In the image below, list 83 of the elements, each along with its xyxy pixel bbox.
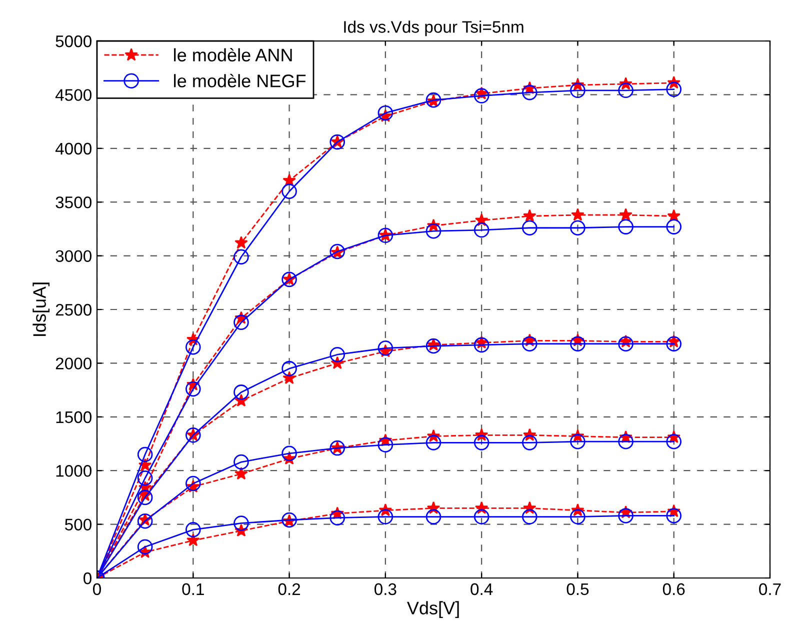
point	[522, 220, 538, 236]
point	[571, 208, 584, 221]
point	[234, 466, 248, 480]
point	[522, 435, 538, 450]
point	[666, 82, 682, 97]
point	[378, 509, 394, 524]
y-axis-title: Ids[uA]	[32, 282, 50, 336]
point	[186, 476, 201, 492]
point	[186, 381, 201, 397]
y-tick-label: 2500	[56, 304, 92, 316]
x-tick-label: 0.1	[182, 583, 204, 596]
point	[378, 340, 394, 356]
point	[234, 249, 249, 265]
y-tick-label: 1500	[56, 411, 92, 424]
point	[330, 510, 345, 526]
point	[522, 84, 538, 100]
point	[474, 222, 490, 238]
point	[234, 236, 248, 249]
point	[234, 516, 249, 531]
x-tick-label: 0.4	[470, 583, 493, 596]
point	[474, 509, 490, 524]
point	[618, 219, 634, 234]
point	[426, 509, 442, 524]
point	[282, 446, 297, 462]
point	[523, 209, 536, 222]
point	[282, 371, 296, 384]
point	[378, 105, 394, 121]
point	[137, 539, 153, 554]
point	[474, 435, 490, 450]
chart-title: Ids vs.Vds pour Tsi=5nm	[344, 20, 524, 36]
x-tick-label: 0.6	[662, 583, 685, 596]
point	[474, 88, 490, 104]
point	[234, 384, 249, 400]
point	[666, 434, 682, 450]
point	[618, 82, 634, 98]
point	[570, 82, 586, 98]
x-tick-label: 0.7	[759, 583, 781, 596]
x-tick-label: 0.3	[374, 583, 396, 596]
y-tick-label: 4000	[55, 142, 92, 155]
point	[618, 508, 634, 524]
y-tick-label: 1000	[56, 465, 92, 477]
point	[426, 435, 442, 450]
point	[186, 522, 201, 538]
point	[137, 446, 153, 462]
point	[234, 314, 249, 330]
point	[618, 336, 634, 352]
point	[666, 508, 682, 524]
point	[137, 513, 153, 529]
y-tick-label: 3500	[56, 196, 92, 208]
point	[570, 509, 586, 524]
legend-label: le modèle ANN	[174, 48, 292, 62]
point	[570, 336, 586, 352]
y-tick-label: 0	[84, 572, 92, 584]
x-axis-title: Vds[V]	[406, 601, 459, 618]
point	[282, 184, 297, 199]
point	[426, 223, 442, 239]
point	[522, 509, 538, 524]
y-tick-label: 3000	[56, 250, 92, 262]
y-tick-label: 500	[65, 518, 92, 531]
point	[282, 360, 297, 376]
point	[426, 338, 442, 354]
point	[186, 533, 200, 546]
point	[570, 434, 586, 450]
x-tick-label: 0.2	[278, 583, 300, 596]
point	[186, 339, 201, 355]
point	[234, 454, 249, 470]
legend-label: le modèle NEGF	[174, 74, 306, 88]
x-tick-label: 0	[93, 583, 101, 596]
point	[666, 219, 682, 234]
point	[618, 434, 634, 450]
y-tick-label: 4500	[55, 89, 92, 101]
point	[522, 336, 538, 352]
point	[378, 437, 394, 452]
point	[666, 336, 682, 352]
x-tick-label: 0.5	[566, 583, 589, 596]
y-tick-label: 5000	[56, 35, 92, 48]
y-tick-label: 2000	[56, 358, 92, 370]
point	[619, 208, 632, 221]
point	[137, 490, 153, 506]
point	[474, 337, 490, 353]
point	[137, 470, 153, 486]
point	[570, 220, 586, 236]
point	[330, 346, 345, 362]
